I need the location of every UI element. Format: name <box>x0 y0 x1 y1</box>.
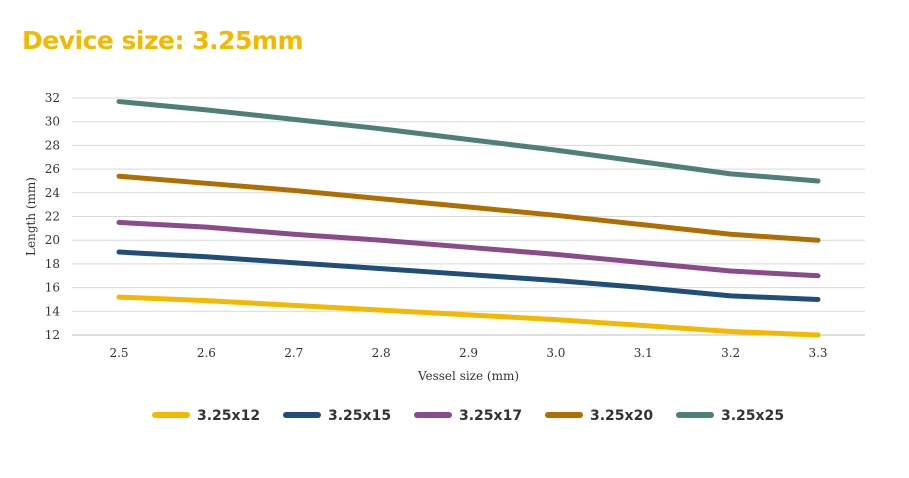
series-line <box>116 99 821 184</box>
x-tick-label: 2.8 <box>372 346 391 360</box>
x-tick-label: 3.3 <box>808 346 827 360</box>
series-lines <box>116 99 821 338</box>
legend-label: 3.25x20 <box>590 408 653 424</box>
y-axis-label: Length (mm) <box>24 177 38 256</box>
series-line <box>116 173 821 243</box>
x-tick-label: 2.6 <box>197 346 216 360</box>
series-line <box>116 219 821 279</box>
x-tick-label: 3.0 <box>546 346 565 360</box>
legend-label: 3.25x25 <box>721 408 784 424</box>
chart-title: Device size: 3.25mm <box>22 26 304 55</box>
y-tick-label: 24 <box>45 186 61 200</box>
legend-label: 3.25x17 <box>459 408 522 424</box>
y-tick-label: 20 <box>45 233 60 247</box>
gridlines <box>72 97 865 336</box>
x-tick-label: 2.9 <box>459 346 478 360</box>
x-tick-label: 3.2 <box>721 346 740 360</box>
x-tick-label: 3.1 <box>634 346 653 360</box>
x-tick-label: 2.7 <box>284 346 303 360</box>
x-axis-ticks: 2.5 2.6 2.7 2.8 2.9 3.0 3.1 3.2 3.3 <box>109 346 827 360</box>
x-tick-label: 2.5 <box>109 346 128 360</box>
legend-label: 3.25x12 <box>197 408 260 424</box>
y-tick-label: 16 <box>45 281 60 295</box>
legend-label: 3.25x15 <box>328 408 391 424</box>
y-tick-label: 12 <box>45 328 60 342</box>
y-tick-label: 14 <box>45 304 61 318</box>
series-line <box>116 294 821 338</box>
y-tick-label: 28 <box>45 138 60 152</box>
x-axis-label: Vessel size (mm) <box>417 369 519 383</box>
y-axis-ticks: 12 14 16 18 20 22 24 26 28 30 32 <box>45 91 61 342</box>
y-tick-label: 18 <box>45 257 60 271</box>
legend: 3.25x12 3.25x15 3.25x17 3.25x20 3.25x25 <box>152 408 784 424</box>
y-tick-label: 30 <box>45 115 60 129</box>
y-tick-label: 32 <box>45 91 60 105</box>
y-tick-label: 26 <box>45 162 60 176</box>
y-tick-label: 22 <box>45 210 60 224</box>
series-line <box>116 249 821 302</box>
